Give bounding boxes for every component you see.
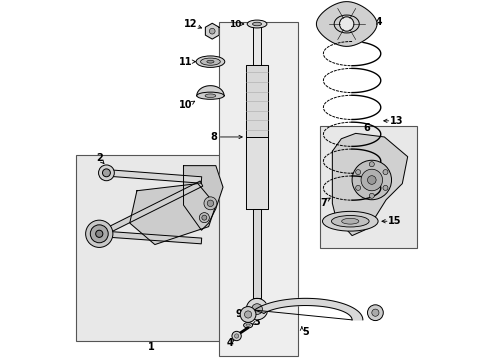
- Text: 2: 2: [96, 153, 102, 163]
- Circle shape: [203, 197, 217, 210]
- Ellipse shape: [341, 219, 358, 224]
- Polygon shape: [129, 184, 215, 244]
- Ellipse shape: [206, 60, 214, 63]
- Ellipse shape: [252, 22, 261, 26]
- Circle shape: [368, 162, 373, 167]
- Circle shape: [231, 331, 241, 341]
- Circle shape: [234, 334, 238, 338]
- Circle shape: [207, 200, 213, 207]
- Circle shape: [339, 17, 353, 31]
- Ellipse shape: [196, 92, 224, 99]
- Text: 11: 11: [178, 57, 192, 67]
- Ellipse shape: [245, 324, 250, 327]
- Circle shape: [199, 213, 209, 223]
- Polygon shape: [316, 2, 376, 46]
- Ellipse shape: [331, 216, 368, 227]
- Text: 9: 9: [235, 310, 242, 319]
- Polygon shape: [246, 65, 267, 137]
- Circle shape: [102, 169, 110, 177]
- Circle shape: [367, 305, 383, 320]
- Text: 6: 6: [362, 123, 369, 133]
- Circle shape: [240, 307, 255, 322]
- Text: 10: 10: [178, 100, 192, 110]
- Circle shape: [85, 220, 113, 247]
- Text: 4: 4: [226, 338, 233, 348]
- Ellipse shape: [322, 211, 377, 231]
- Text: 3: 3: [253, 318, 260, 327]
- Circle shape: [244, 311, 251, 318]
- Text: 10: 10: [229, 19, 241, 28]
- Ellipse shape: [243, 323, 252, 328]
- Circle shape: [202, 215, 206, 220]
- Circle shape: [368, 193, 373, 198]
- Polygon shape: [106, 170, 201, 183]
- Ellipse shape: [333, 15, 359, 33]
- Polygon shape: [183, 166, 223, 230]
- Text: 15: 15: [387, 216, 401, 226]
- Text: 12: 12: [183, 19, 197, 29]
- Circle shape: [96, 230, 102, 237]
- Circle shape: [355, 170, 360, 175]
- Circle shape: [90, 225, 108, 243]
- Polygon shape: [100, 181, 203, 237]
- Ellipse shape: [200, 58, 220, 65]
- Circle shape: [251, 304, 262, 315]
- Text: 5: 5: [302, 327, 308, 337]
- Circle shape: [355, 185, 360, 190]
- Bar: [76, 155, 233, 341]
- Polygon shape: [246, 137, 267, 209]
- Text: 14: 14: [370, 17, 383, 27]
- Circle shape: [246, 298, 267, 320]
- Circle shape: [351, 160, 391, 200]
- Circle shape: [367, 176, 375, 184]
- Polygon shape: [332, 134, 407, 235]
- Bar: [319, 126, 416, 248]
- Circle shape: [371, 309, 378, 316]
- Ellipse shape: [204, 94, 215, 98]
- Circle shape: [360, 169, 382, 191]
- Text: 1: 1: [147, 342, 154, 352]
- Polygon shape: [254, 298, 362, 320]
- Text: 8: 8: [210, 132, 217, 142]
- Text: 7: 7: [319, 198, 326, 208]
- Polygon shape: [196, 86, 224, 96]
- Polygon shape: [101, 231, 201, 244]
- Circle shape: [99, 165, 114, 181]
- Circle shape: [382, 185, 387, 190]
- Ellipse shape: [247, 20, 266, 28]
- Ellipse shape: [196, 56, 224, 67]
- Circle shape: [382, 170, 387, 175]
- Polygon shape: [253, 26, 260, 65]
- Text: 13: 13: [389, 116, 403, 126]
- Polygon shape: [205, 23, 219, 39]
- Polygon shape: [253, 209, 260, 298]
- Bar: [219, 22, 298, 356]
- Circle shape: [209, 28, 215, 34]
